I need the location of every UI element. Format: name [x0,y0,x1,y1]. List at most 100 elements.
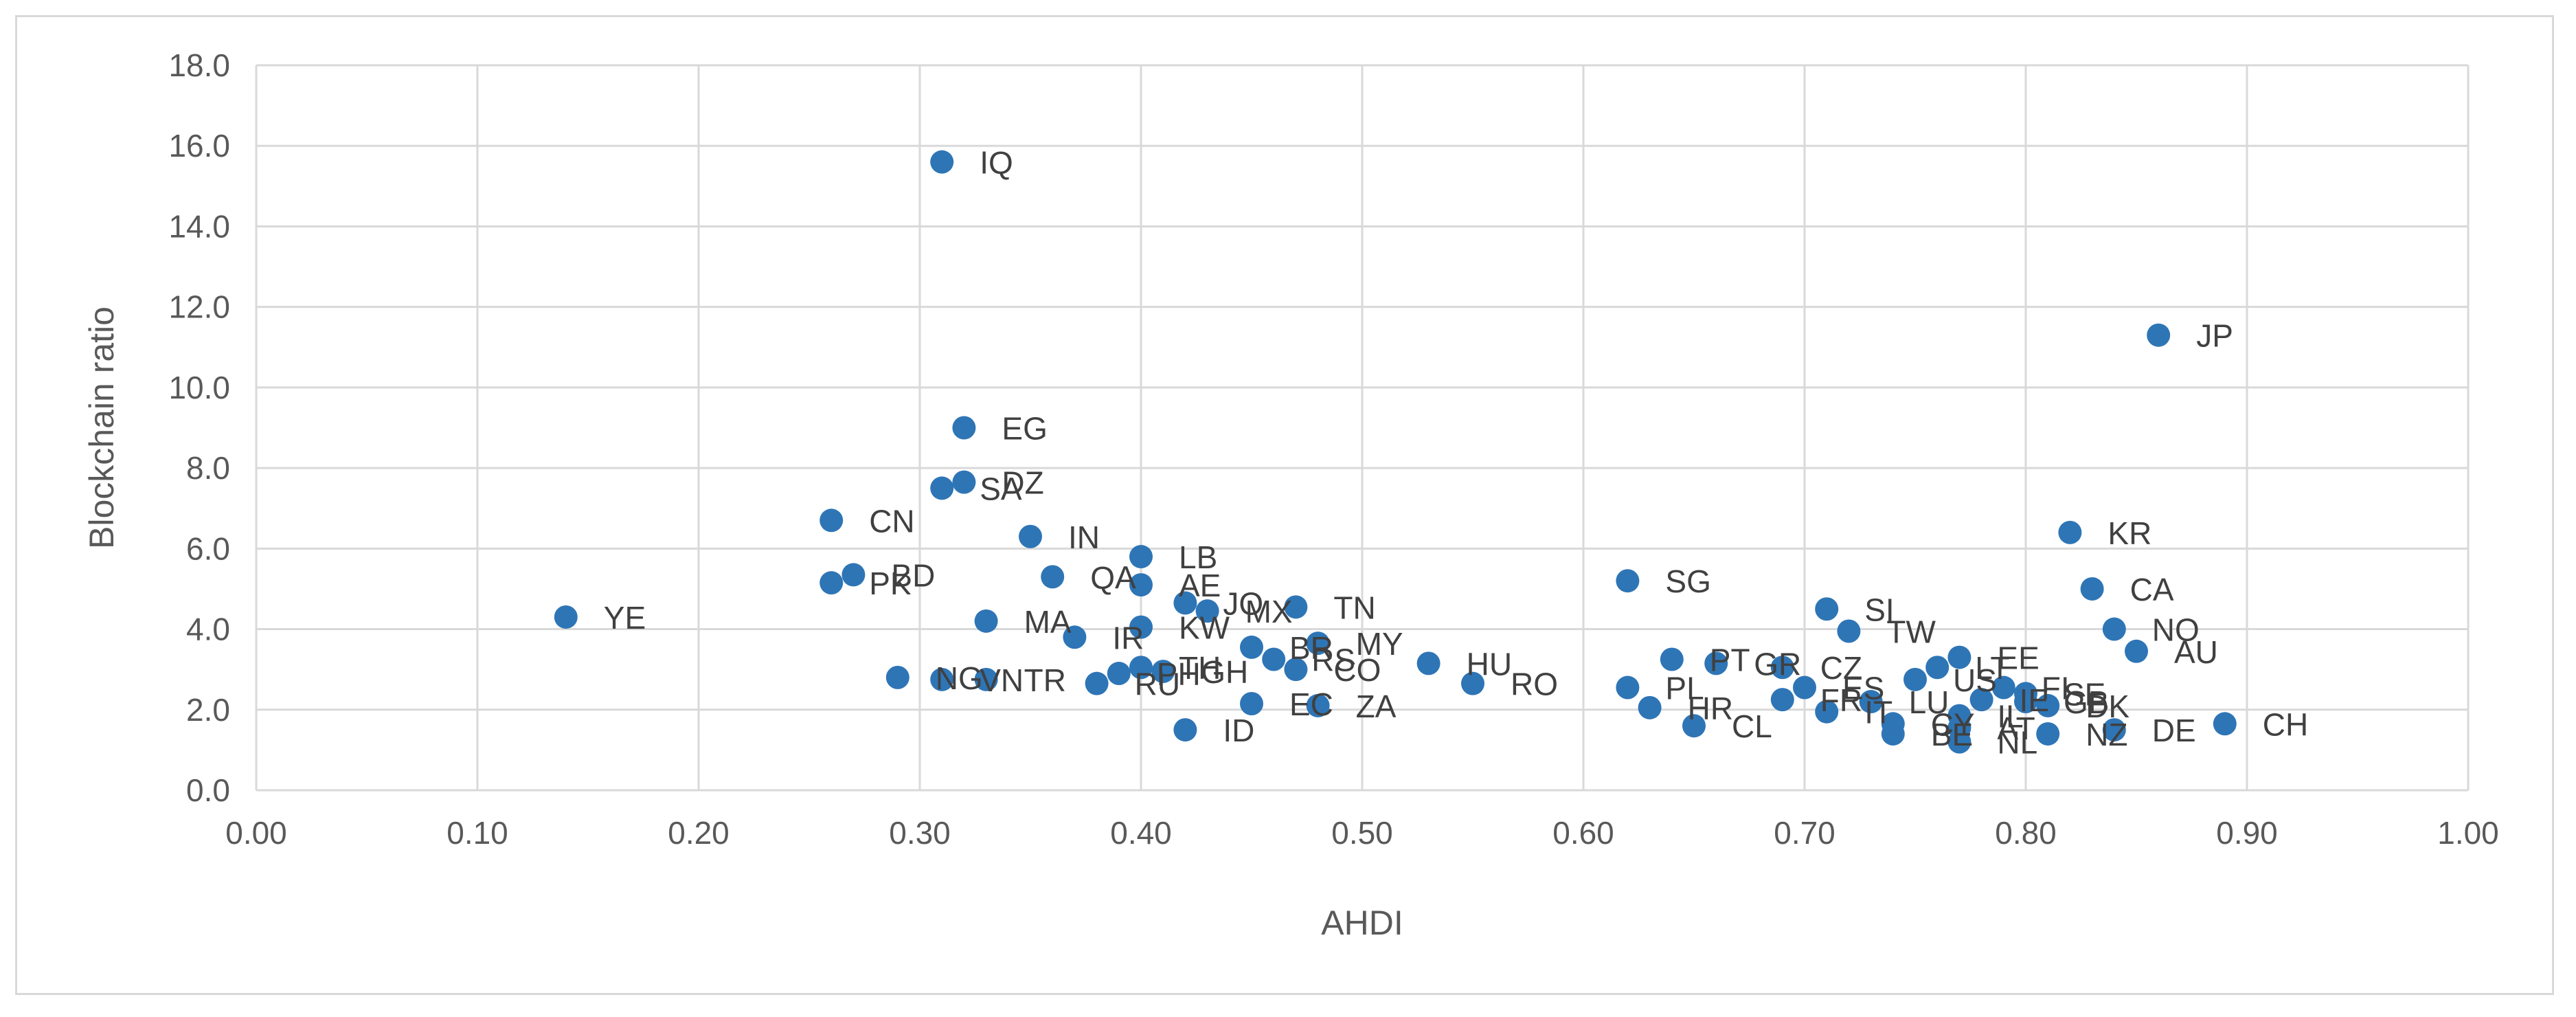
data-point-za [1306,693,1330,717]
data-label-hr: HR [1688,691,1733,726]
data-point-ch [2213,712,2237,736]
data-point-kr [2058,520,2082,544]
data-point-bd [841,563,866,587]
data-label-id: ID [1223,713,1254,748]
data-point-us [1903,667,1927,691]
y-tick-label: 0.0 [186,772,230,808]
data-point-ye [554,605,578,629]
data-point-iq [930,150,954,174]
data-label-za: ZA [1356,689,1397,724]
data-label-kw: KW [1179,610,1230,646]
x-tick-label: 1.00 [2437,815,2499,851]
y-tick-label: 12.0 [168,289,230,325]
data-point-si [1815,597,1839,621]
y-tick-label: 6.0 [186,530,230,566]
data-point-fr [1770,688,1794,712]
data-point-gh [1151,660,1175,684]
data-point-ru [1085,671,1109,695]
x-tick-label: 0.60 [1552,815,1614,851]
data-point-nz [2036,722,2060,746]
tick-labels: 0.00 0.10 0.20 0.30 0.40 0.50 0.60 0.70 0.80 0.90… [168,47,2498,851]
data-point-ma [974,609,998,633]
data-point-ng [885,665,909,689]
data-label-qa: QA [1090,559,1136,595]
data-label-ye: YE [604,600,646,636]
data-label-cy: CY [1931,706,1975,742]
data-point-gb [2014,690,2037,714]
data-label-ro: RO [1511,667,1558,702]
data-point-tw [1837,619,1861,643]
data-point-es [1793,675,1816,700]
data-point-co [1284,658,1308,682]
data-label-fr: FR [1820,682,1862,718]
y-tick-label: 2.0 [186,692,230,728]
data-point-tr [974,667,998,691]
gridlines [255,64,2470,792]
data-label-my: MY [1356,626,1403,662]
data-point-be [1881,722,1905,746]
data-label-at: AT [1997,711,2035,746]
data-point-dz [952,470,976,494]
data-point-ie [1969,688,1993,712]
data-point-vn [930,667,954,691]
data-point-ro [1461,671,1484,695]
data-label-ph: PH [1157,656,1201,692]
data-point-it [1815,700,1839,724]
x-tick-label: 0.80 [1995,815,2057,851]
data-label-lu: LU [1909,684,1950,720]
data-point-sa [930,476,954,500]
data-point-id [1173,718,1197,742]
data-point-eg [952,416,976,440]
data-label-au: AU [2174,634,2218,670]
data-label-pt: PT [1710,642,1750,678]
data-label-tw: TW [1886,614,1936,649]
x-tick-label: 0.00 [225,815,287,851]
data-label-no: NO [2152,612,2200,648]
data-label-sa: SA [980,471,1022,506]
data-label-ee: EE [1997,640,2039,676]
data-label-vn: VN [980,662,1024,698]
data-point-no [2102,617,2126,641]
y-tick-label: 16.0 [168,128,230,164]
data-point-th [1129,656,1153,680]
data-point-dk [2036,693,2060,717]
data-point-gr [1704,651,1728,675]
data-label-gb: GB [2064,684,2109,720]
data-label-bd: BD [891,557,935,593]
data-point-fi [1991,675,2015,700]
data-label-cz: CZ [1820,650,1862,686]
data-point-kw [1129,615,1153,639]
data-label-il: IL [1997,699,2023,735]
x-tick-label: 0.10 [447,815,508,851]
data-point-lb [1129,545,1153,569]
y-tick-label: 18.0 [168,47,230,83]
y-tick-label: 4.0 [186,612,230,647]
y-tick-label: 10.0 [168,370,230,405]
data-point-jo [1173,591,1197,615]
data-label-es: ES [1842,671,1884,706]
data-point-cn [820,508,844,533]
data-point-ae [1129,573,1153,597]
data-point-in [1019,524,1042,548]
data-label-jp: JP [2196,318,2233,354]
data-point-jp [2147,323,2171,347]
data-label-hu: HU [1467,646,1512,682]
data-label-br: BR [1289,630,1333,666]
data-label-tr: TR [1024,662,1066,698]
data-label-co: CO [1333,652,1381,688]
data-label-ma: MA [1024,604,1072,640]
y-tick-label: 8.0 [186,450,230,486]
data-point-au [2125,639,2148,663]
data-point-mx [1195,599,1219,623]
data-point-pk [820,571,844,595]
data-label-ie: IE [2020,682,2049,718]
data-point-br [1240,635,1263,659]
data-point-ph [1107,662,1131,686]
data-label-sg: SG [1665,563,1710,599]
data-label-cn: CN [869,503,914,539]
data-label-ng: NG [936,660,983,696]
x-tick-label: 0.20 [668,815,730,851]
data-label-mx: MX [1245,594,1293,629]
data-label-gh: GH [1201,654,1248,690]
data-label-ru: RU [1135,667,1180,702]
